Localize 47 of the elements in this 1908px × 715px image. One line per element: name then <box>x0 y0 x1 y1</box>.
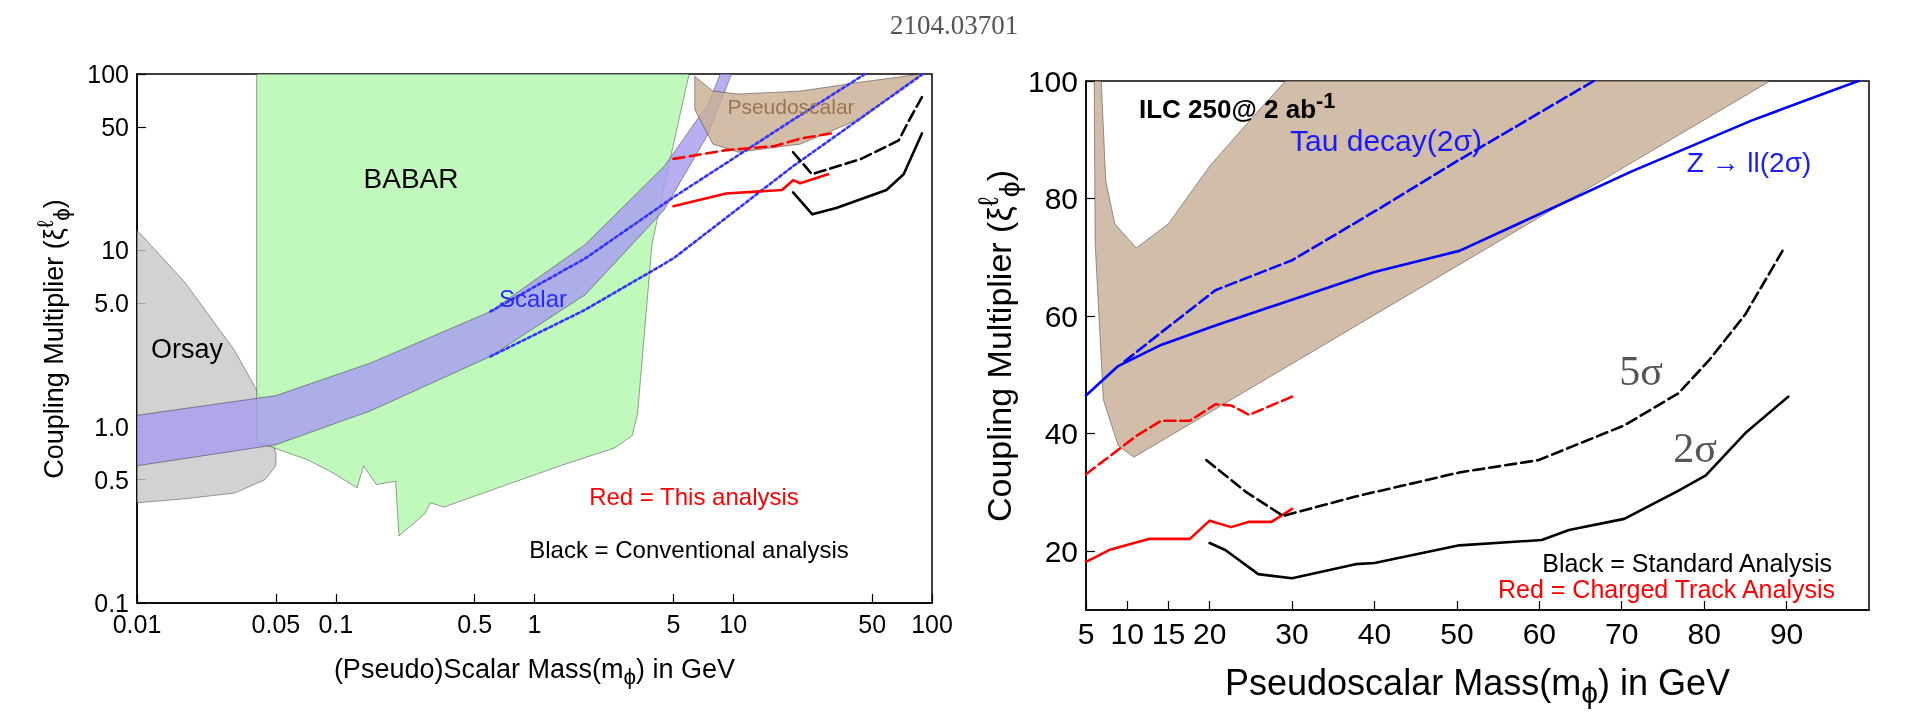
x-tick-label: 5 <box>666 609 681 638</box>
line-series <box>1205 249 1784 518</box>
annotation: Black = Standard Analysis <box>1542 549 1832 578</box>
x-tick-label: 0.1 <box>318 609 354 638</box>
annotation: Orsay <box>150 334 224 365</box>
annotation: Black = Conventional analysis <box>529 535 849 564</box>
y-tick-label: 100 <box>1027 64 1078 98</box>
y-tick-label: 60 <box>1044 299 1078 333</box>
x-tick-label: 50 <box>1440 616 1474 650</box>
y-tick-label: 50 <box>101 113 129 142</box>
x-tick-label: 90 <box>1769 616 1804 650</box>
x-tick-label: 20 <box>1192 616 1227 650</box>
annotation: 2σ <box>1673 424 1717 472</box>
annotation: Z → ll(2σ) <box>1686 146 1812 179</box>
line-series <box>1084 395 1294 476</box>
x-tick-label: 60 <box>1522 616 1556 650</box>
annotation: Red = This analysis <box>589 482 799 511</box>
y-tick-label: 20 <box>1044 534 1078 568</box>
x-tick-label: 50 <box>858 609 887 638</box>
y-tick-label: 100 <box>87 60 129 88</box>
annotation: BABAR <box>363 162 459 195</box>
x-tick-label: 80 <box>1687 616 1721 650</box>
x-tick-label: 10 <box>1110 616 1144 650</box>
y-tick-label: 0.5 <box>94 465 129 494</box>
x-axis-title: (Pseudo)Scalar Mass(m$_{ϕ}$) in GeV <box>333 653 736 691</box>
x-tick-label: 10 <box>719 609 748 638</box>
x-tick-label: 1 <box>527 609 542 638</box>
line-series <box>1084 79 1860 397</box>
x-tick-label: 70 <box>1605 616 1639 650</box>
line-series <box>1084 507 1294 564</box>
annotation: 5σ <box>1619 347 1663 395</box>
x-tick-label: 40 <box>1357 616 1392 650</box>
x-tick-label: 0.05 <box>251 609 301 638</box>
x-tick-label: 5 <box>1077 616 1095 650</box>
y-tick-label: 80 <box>1044 182 1078 216</box>
y-tick-label: 5.0 <box>94 289 129 318</box>
x-tick-label: 0.5 <box>457 609 493 638</box>
x-tick-label: 30 <box>1275 616 1309 650</box>
y-tick-label: 10 <box>101 236 129 265</box>
chart-title: 2104.03701 <box>888 10 1020 41</box>
annotation: Tau decay(2σ) <box>1290 123 1482 157</box>
y-tick-label: 40 <box>1044 417 1078 451</box>
y-tick-label: 1.0 <box>94 412 129 441</box>
x-tick-label: 100 <box>911 609 953 638</box>
x-axis-title: Pseudoscalar Mass(m$_{ϕ}$) in GeV <box>1225 661 1730 711</box>
x-tick-label: 15 <box>1151 616 1186 650</box>
annotation: ILC 250@ 2 ab$^{-1}$ <box>1139 87 1336 124</box>
